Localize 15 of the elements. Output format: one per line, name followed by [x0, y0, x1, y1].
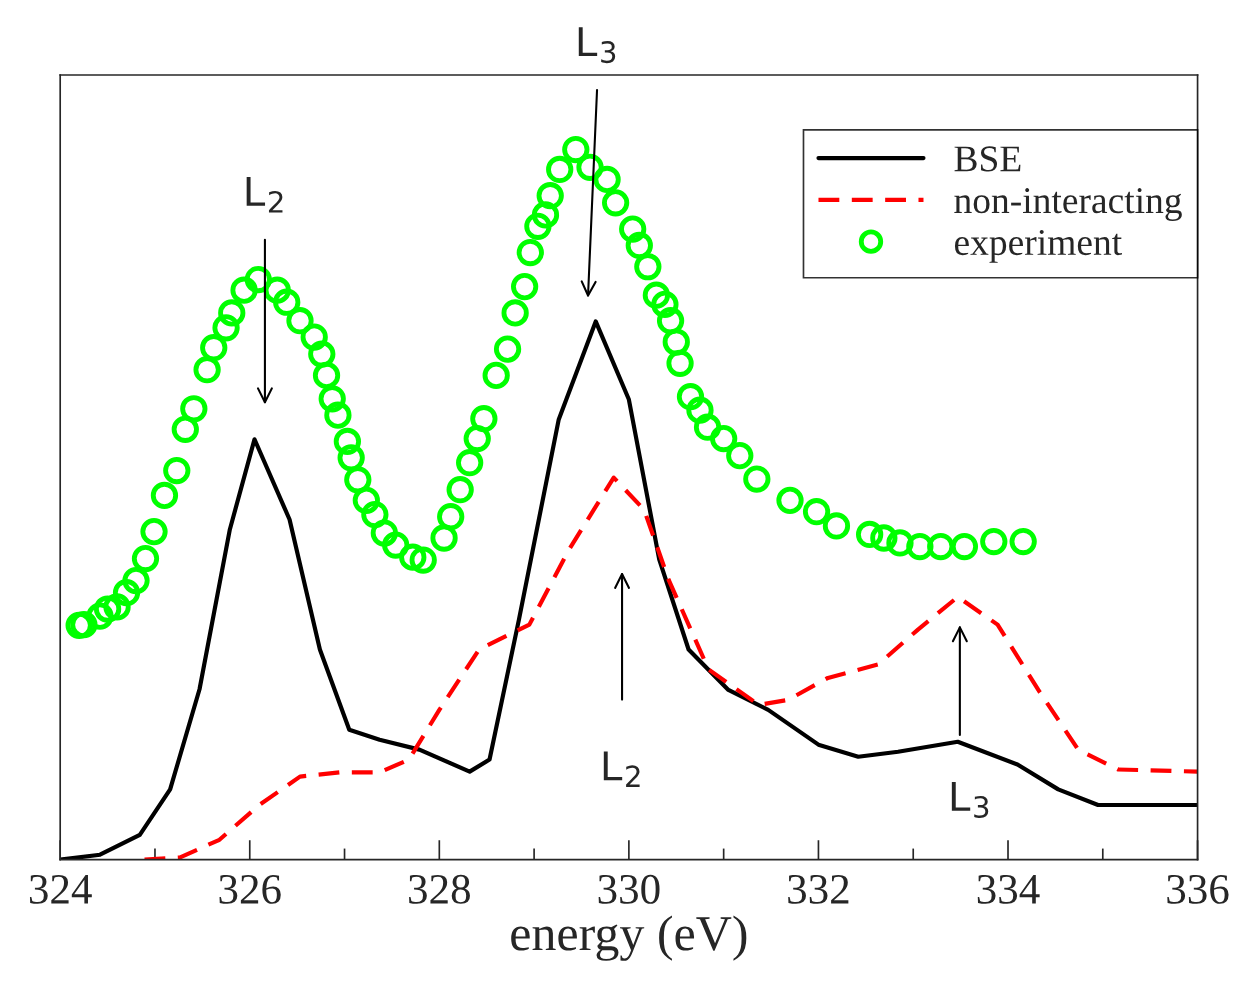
annotation: L$_{2}$ — [603, 751, 640, 787]
legend-label: experiment — [954, 229, 1122, 263]
x-tick-label: 330 — [598, 874, 660, 904]
x-tick-label: 334 — [977, 874, 1040, 904]
text: L$_{3}$ — [578, 27, 616, 64]
legend-label: BSE — [954, 146, 1021, 172]
x-tick-label: 336 — [1167, 874, 1229, 904]
annotation: L$_{3}$ — [951, 782, 989, 818]
x-axis-title: energy (eV) — [511, 915, 747, 961]
x-tick-label: 328 — [409, 874, 470, 904]
x-tick-label: 332 — [788, 874, 849, 904]
x-tick-label: 326 — [219, 874, 281, 904]
x-tick-label: 324 — [29, 874, 92, 904]
legend-label: non-interacting — [954, 188, 1182, 222]
annotation: L$_{2}$ — [246, 177, 283, 213]
